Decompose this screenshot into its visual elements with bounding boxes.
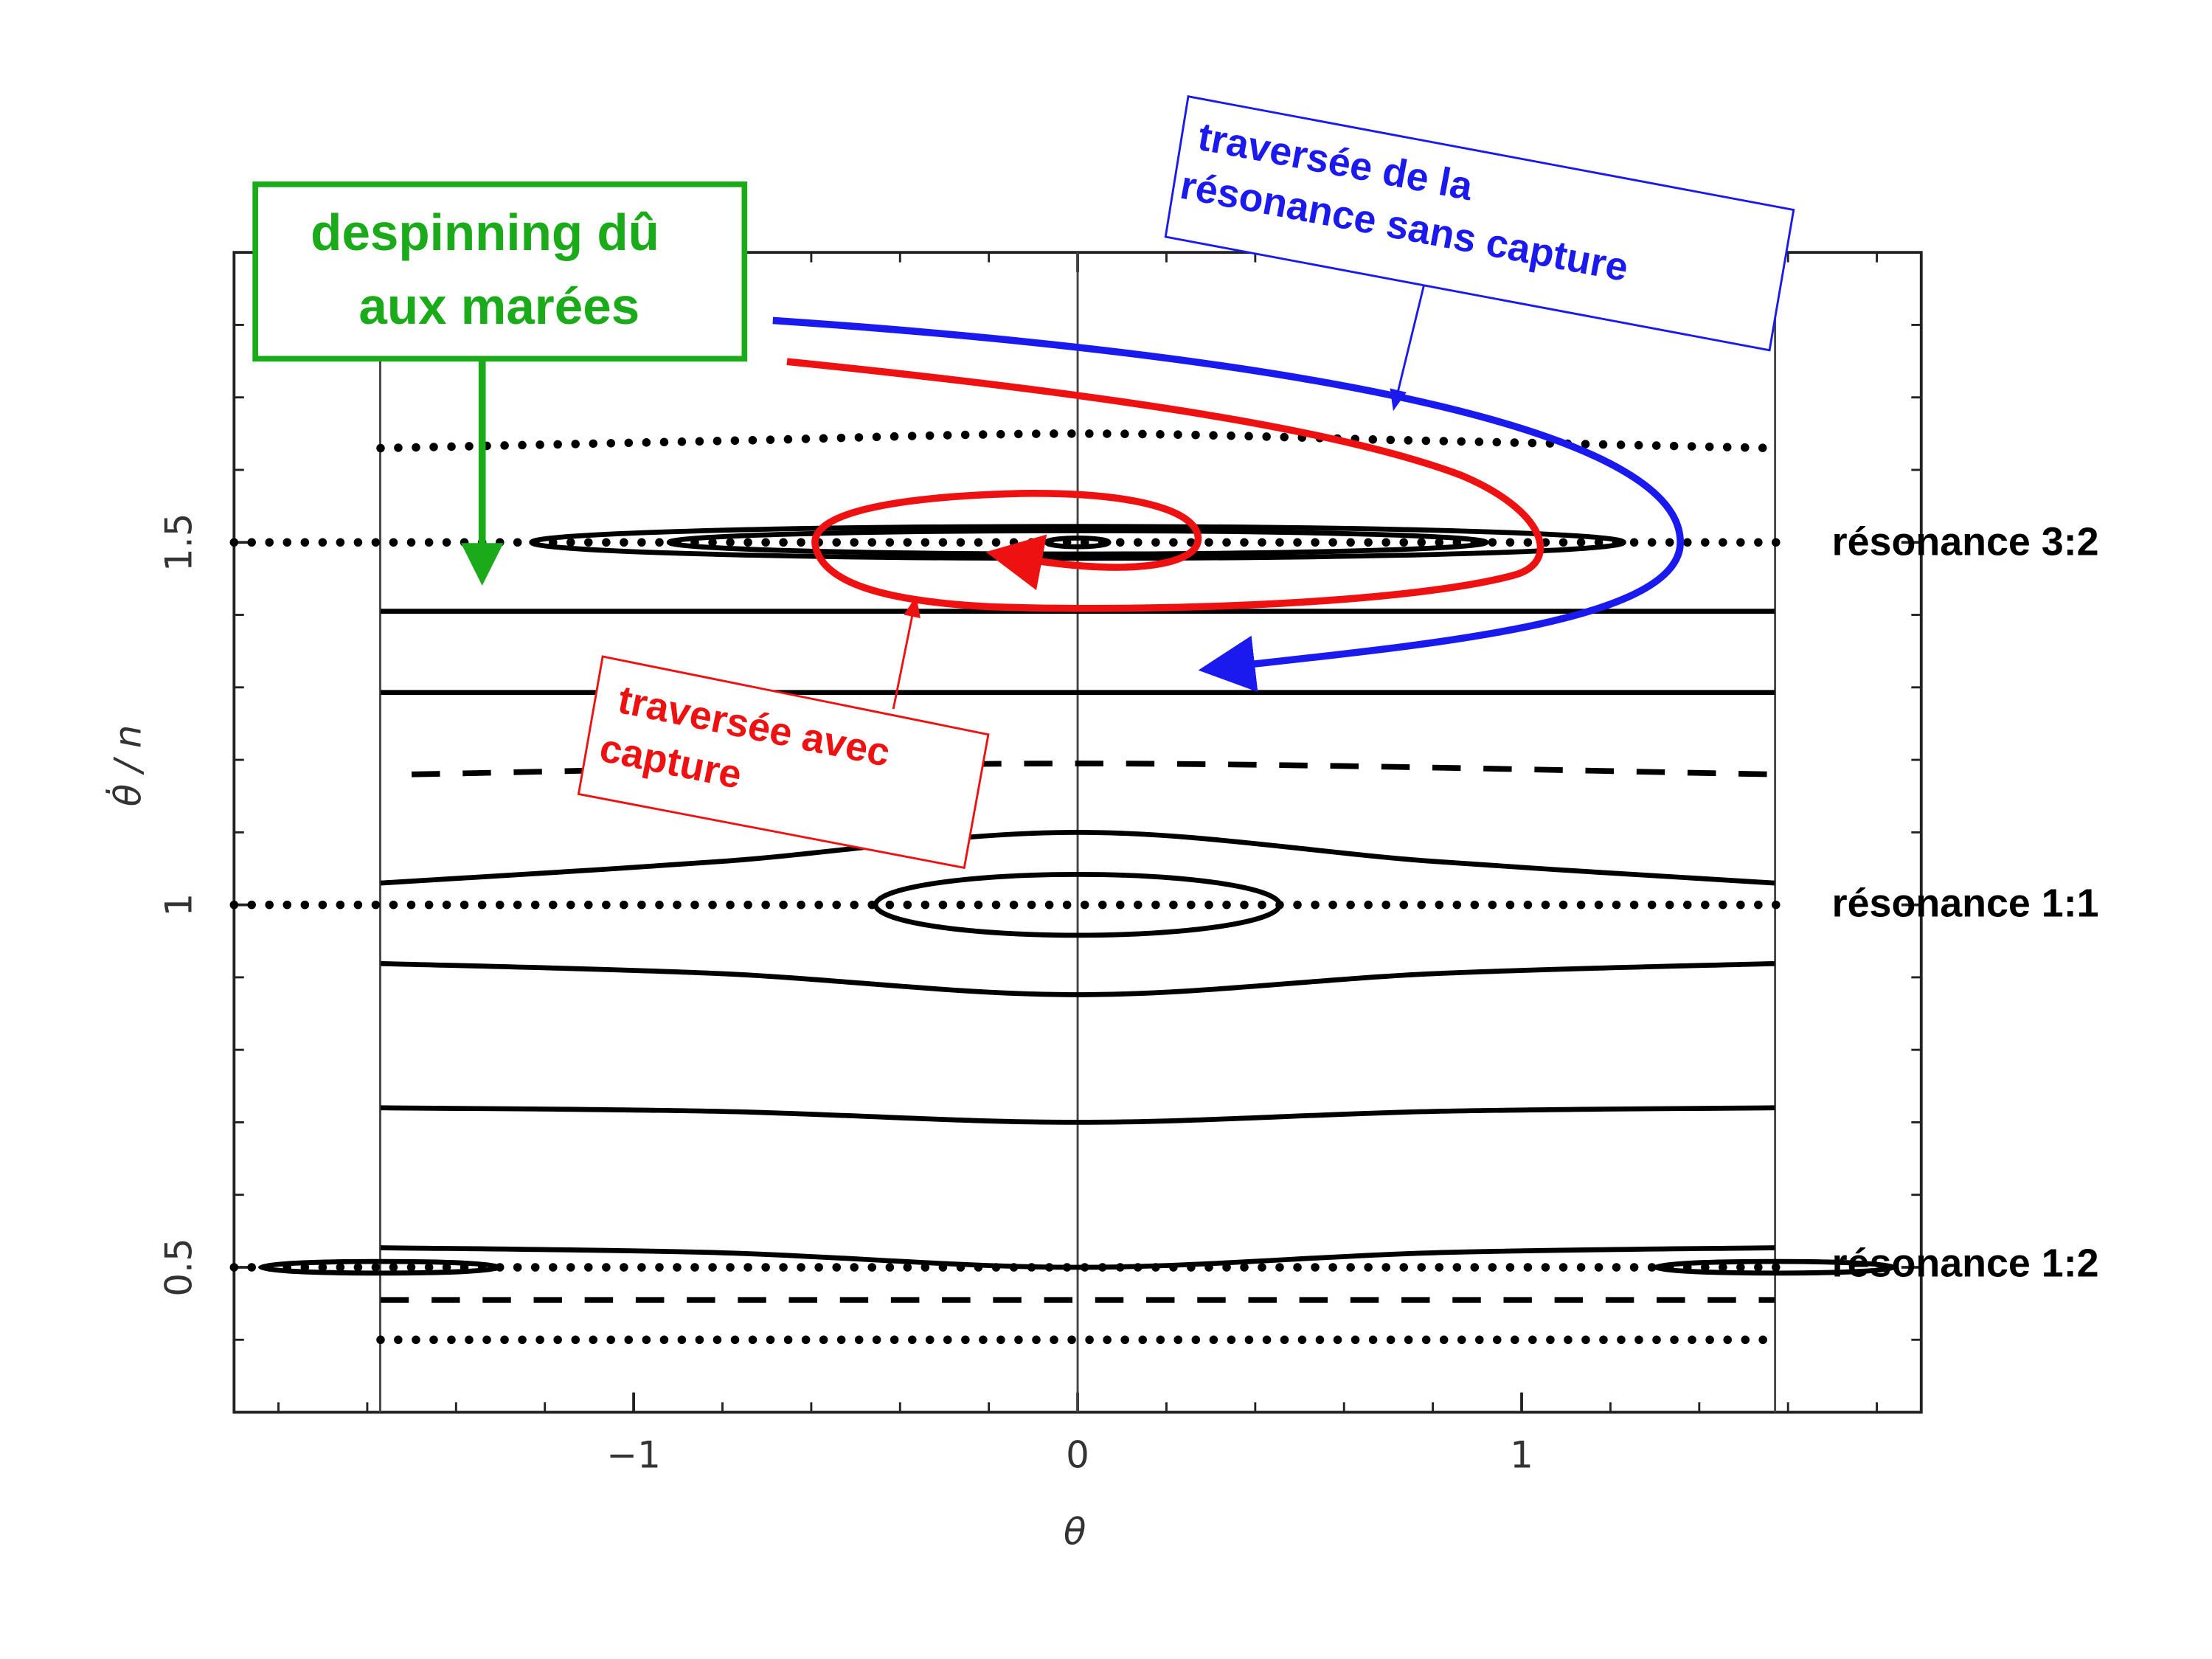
phase-curve <box>380 960 1775 997</box>
phase-curve <box>380 829 1775 886</box>
red-box <box>577 655 990 870</box>
y-tick-label: 1.5 <box>158 513 201 572</box>
x-tick-label: −1 <box>606 1434 661 1477</box>
libration-island <box>873 871 1283 938</box>
blue-trajectory <box>772 316 1684 693</box>
y-axis-label: θ̇ / n <box>105 725 149 807</box>
x-tick-label: 1 <box>1510 1434 1533 1477</box>
phase-curve <box>380 1105 1775 1125</box>
resonance-label: résonance 3:2 <box>1832 519 2099 564</box>
x-axis-label: θ <box>1064 1510 1086 1553</box>
red-pointer <box>892 595 920 710</box>
blue-pointer <box>1390 280 1426 412</box>
libration-island <box>258 1258 503 1276</box>
despinning-note: despinning dû aux marées <box>311 204 673 335</box>
libration-island <box>529 524 1626 561</box>
y-tick-label: 0.5 <box>158 1238 201 1296</box>
green-box <box>252 181 748 362</box>
libration-island <box>666 528 1489 557</box>
blue-box <box>1164 95 1795 352</box>
x-tick-label: 0 <box>1066 1434 1089 1477</box>
y-tick-label: 1 <box>158 893 201 917</box>
phase-curve <box>412 761 1775 777</box>
resonance-label: résonance 1:2 <box>1832 1241 2099 1286</box>
red-trajectory <box>786 358 1544 612</box>
resonance-label: résonance 1:1 <box>1832 882 2099 926</box>
libration-island <box>1652 1258 1898 1276</box>
plot-area <box>229 252 1921 1413</box>
phase-curve <box>380 1245 1775 1270</box>
